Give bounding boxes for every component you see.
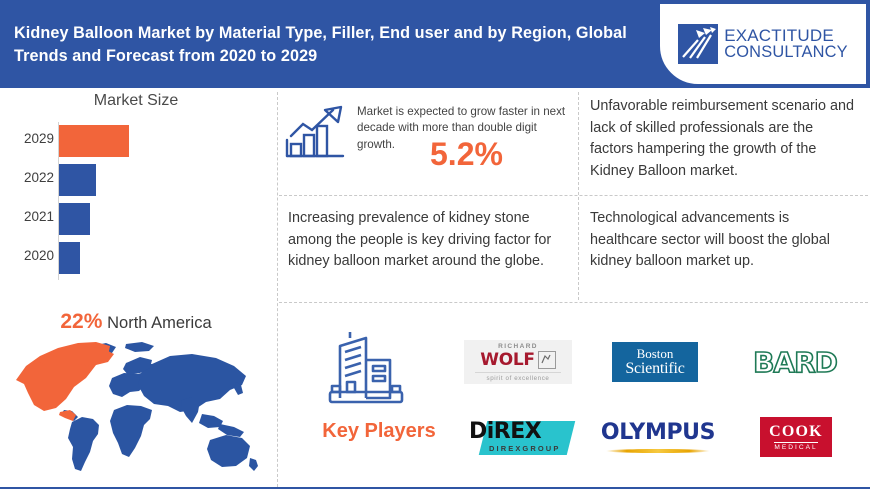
growth-percent: 5.2% <box>430 136 503 172</box>
chart-tick-label: 2022 <box>23 170 54 185</box>
logo-bard[interactable]: BARD <box>740 338 850 386</box>
region-percent: 22% <box>60 310 103 333</box>
key-players-label: Key Players <box>322 420 436 442</box>
arrows-growth-icon <box>678 24 719 64</box>
chart-title: Market Size <box>93 92 179 109</box>
logo-richard-wolf[interactable]: RICHARD WOLF spirit of excellence <box>462 338 574 386</box>
region-share: 22% North America <box>0 302 272 334</box>
chart-bar-2029[interactable] <box>59 125 129 157</box>
logo-richard-wolf-tagline: spirit of excellence <box>475 371 561 382</box>
divider-horizontal-mid <box>279 302 868 303</box>
chart-row: 2029 <box>14 122 264 160</box>
divider-horizontal-top <box>279 195 868 196</box>
brand-name-line2: CONSULTANCY <box>724 43 848 62</box>
divider-vertical-right <box>578 92 579 300</box>
divider-vertical-left <box>277 92 278 487</box>
chart-bar-2021[interactable] <box>59 203 90 235</box>
insight-driver: Increasing prevalence of kidney stone am… <box>288 210 552 270</box>
chart-bar-2020[interactable] <box>59 242 80 274</box>
world-map-icon <box>6 338 268 482</box>
logo-boston-scientific-line1: Boston <box>636 346 674 362</box>
logo-cook-line2: MEDICAL <box>774 442 818 451</box>
logo-direx-name: DiREX <box>469 419 542 444</box>
logo-cook-line1: COOK <box>769 423 823 440</box>
chart-row: 2020 <box>14 239 264 277</box>
region-name: North America <box>107 314 212 332</box>
chart-row: 2022 <box>14 161 264 199</box>
brand-logo[interactable]: EXACTITUDE CONSULTANCY <box>660 4 866 84</box>
chart-bar-2022[interactable] <box>59 164 96 196</box>
bar-chart-growth-icon <box>285 104 349 164</box>
growth-description: Market is expected to grow faster in nex… <box>357 105 566 151</box>
logo-bard-name: BARD <box>752 345 838 380</box>
logo-olympus[interactable]: OLYMPUS <box>600 412 716 464</box>
logo-richard-wolf-name: WOLF <box>480 349 535 370</box>
footer-bar <box>0 487 870 489</box>
chart-tick-label: 2029 <box>23 131 54 146</box>
insight-opportunity: Technological advancements is healthcare… <box>590 210 830 270</box>
logo-boston-scientific-line2: Scientific <box>625 359 685 377</box>
logo-boston-scientific[interactable]: Boston Scientific <box>605 338 705 386</box>
chart-row: 2021 <box>14 200 264 238</box>
insight-restraint: Unfavorable reimbursement scenario and l… <box>590 98 854 179</box>
market-size-chart: Market Size 2029 2022 2021 2020 <box>0 90 272 288</box>
chart-tick-label: 2020 <box>23 248 54 263</box>
chart-tick-label: 2021 <box>23 209 54 224</box>
olympus-swoosh-icon <box>606 449 710 453</box>
office-building-icon <box>318 330 414 412</box>
chart-axis-line <box>58 122 59 280</box>
page-title: Kidney Balloon Market by Material Type, … <box>14 24 627 65</box>
logo-richard-wolf-top: RICHARD <box>498 342 538 350</box>
brand-name-line1: EXACTITUDE <box>724 26 834 46</box>
header-bar: Kidney Balloon Market by Material Type, … <box>0 0 870 88</box>
chart-plot-area: 2029 2022 2021 2020 <box>14 122 264 280</box>
logo-olympus-name: OLYMPUS <box>600 420 716 445</box>
wolf-mark-icon <box>537 350 556 369</box>
logo-cook-medical[interactable]: COOK MEDICAL <box>758 414 834 460</box>
logo-direx-sub: DIREXGROUP <box>489 444 561 453</box>
logo-direx[interactable]: DiREX DIREXGROUP <box>462 412 576 464</box>
